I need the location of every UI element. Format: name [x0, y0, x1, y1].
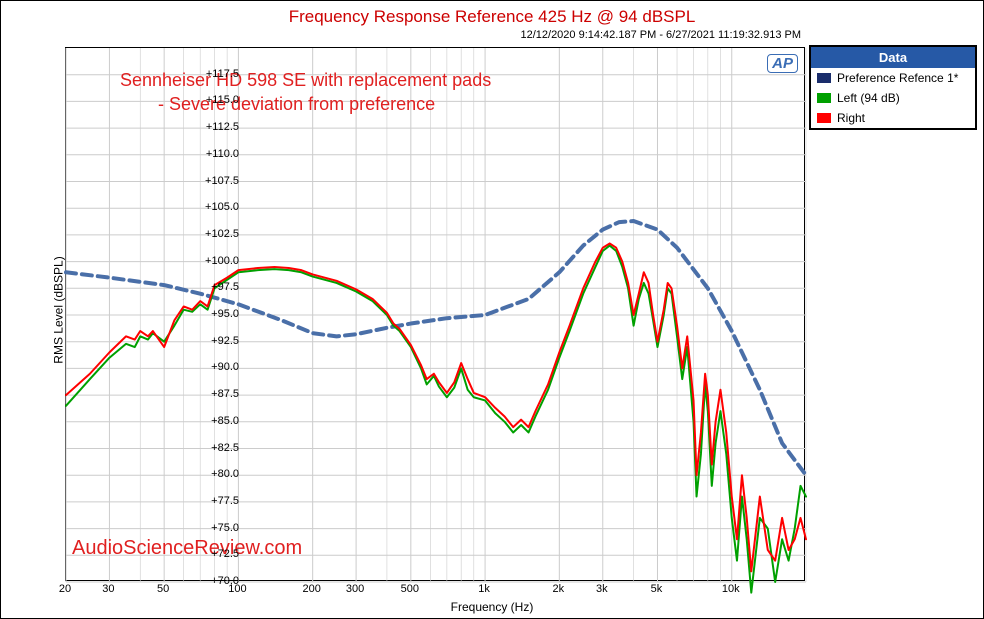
chart-title: Frequency Response Reference 425 Hz @ 94… — [1, 1, 983, 27]
y-tick-label: +115.0 — [195, 94, 239, 106]
x-tick-label: 2k — [553, 583, 565, 595]
x-tick-label: 30 — [102, 583, 114, 595]
y-tick-label: +95.0 — [195, 308, 239, 320]
x-tick-label: 50 — [157, 583, 169, 595]
x-tick-label: 20 — [59, 583, 71, 595]
y-tick-label: +102.5 — [195, 228, 239, 240]
x-axis-label: Frequency (Hz) — [451, 600, 534, 614]
x-tick-label: 10k — [722, 583, 740, 595]
legend-swatch — [817, 73, 831, 83]
y-tick-label: +85.0 — [195, 415, 239, 427]
x-tick-label: 3k — [596, 583, 608, 595]
timestamp: 12/12/2020 9:14:42.187 PM - 6/27/2021 11… — [1, 27, 983, 41]
x-tick-label: 5k — [651, 583, 663, 595]
y-tick-label: +92.5 — [195, 335, 239, 347]
y-tick-label: +77.5 — [195, 495, 239, 507]
legend-item: Preference Refence 1* — [811, 68, 975, 88]
y-tick-label: +97.5 — [195, 281, 239, 293]
y-tick-label: +87.5 — [195, 388, 239, 400]
curves-svg — [66, 48, 804, 580]
y-tick-label: +72.5 — [195, 548, 239, 560]
legend-label: Right — [837, 111, 865, 125]
legend-item: Right — [811, 108, 975, 128]
y-tick-label: +100.0 — [195, 255, 239, 267]
legend-item: Left (94 dB) — [811, 88, 975, 108]
y-tick-label: +110.0 — [195, 148, 239, 160]
legend: Data Preference Refence 1* Left (94 dB) Ri… — [809, 45, 977, 130]
y-tick-label: +75.0 — [195, 522, 239, 534]
x-tick-label: 300 — [346, 583, 364, 595]
y-tick-label: +82.5 — [195, 442, 239, 454]
plot-area: AP Sennheiser HD 598 SE with replacement… — [65, 47, 805, 581]
y-tick-label: +107.5 — [195, 175, 239, 187]
x-tick-label: 200 — [302, 583, 320, 595]
series-right — [66, 243, 806, 571]
y-tick-label: +117.5 — [195, 68, 239, 80]
ap-logo: AP — [767, 54, 798, 73]
y-axis-label: RMS Level (dBSPL) — [52, 256, 66, 363]
legend-swatch — [817, 93, 831, 103]
x-tick-label: 500 — [401, 583, 419, 595]
y-tick-label: +112.5 — [195, 121, 239, 133]
annotation-line1: Sennheiser HD 598 SE with replacement pa… — [120, 70, 491, 91]
legend-label: Preference Refence 1* — [837, 71, 958, 85]
chart-container: Frequency Response Reference 425 Hz @ 94… — [0, 0, 984, 619]
y-tick-label: +90.0 — [195, 361, 239, 373]
y-tick-label: +105.0 — [195, 201, 239, 213]
y-tick-label: +80.0 — [195, 468, 239, 480]
legend-label: Left (94 dB) — [837, 91, 900, 105]
watermark: AudioScienceReview.com — [72, 537, 302, 560]
legend-swatch — [817, 113, 831, 123]
legend-header: Data — [811, 47, 975, 68]
x-tick-label: 1k — [478, 583, 490, 595]
x-tick-label: 100 — [228, 583, 246, 595]
